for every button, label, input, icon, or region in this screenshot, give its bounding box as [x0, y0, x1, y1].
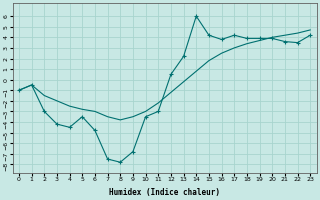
X-axis label: Humidex (Indice chaleur): Humidex (Indice chaleur) [109, 188, 220, 197]
